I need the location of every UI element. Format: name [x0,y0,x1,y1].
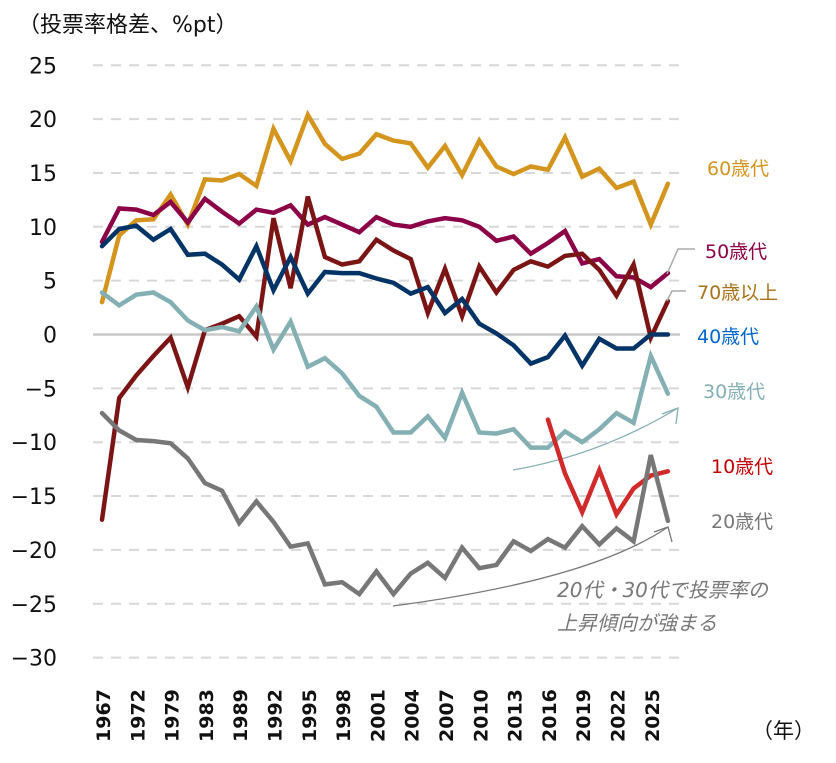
y-tick-label: −5 [25,377,57,402]
x-axis-title: （年） [752,719,815,743]
series-lines [99,109,671,598]
leader-line-70plus [666,290,686,302]
annotation-line2: 上昇傾向が強まる [557,611,717,635]
series-label: 10歳代 [711,456,773,478]
y-axis-ticks: 25 20 15 10 5 0 −5 −10 −15 −20 −25 −30 [11,54,57,671]
x-tick-label: 2013 [505,689,527,742]
series-line [99,290,671,450]
y-tick-label: 0 [43,324,57,349]
x-tick-label: 2016 [539,689,561,742]
x-tick-label: 2022 [608,689,630,742]
annotation-line1: 20代・30代で投票率の [557,578,769,602]
x-tick-label: 1998 [333,689,355,742]
y-tick-label: −10 [11,431,57,456]
series-label: 70歳以上 [697,282,778,304]
series-line [99,195,671,290]
y-tick-label: 5 [43,270,57,295]
y-tick-label: −25 [11,593,57,618]
x-tick-label: 2019 [573,689,595,742]
y-tick-label: 20 [29,108,57,133]
trend-arrow-20s [392,526,669,607]
series-line [99,109,671,305]
series-label: 20歳代 [711,511,773,533]
trend-arrow-20s-head [653,526,673,543]
y-tick-label: −30 [11,647,57,672]
y-tick-label: −20 [11,539,57,564]
x-tick-label: 2010 [470,689,492,742]
x-tick-label: 1967 [93,689,115,742]
x-tick-label: 1983 [196,689,218,742]
y-tick-label: 15 [29,162,57,187]
x-tick-label: 2025 [642,689,664,742]
y-tick-label: −15 [11,485,57,510]
series-label: 50歳代 [705,241,767,263]
series-line [99,410,671,598]
y-axis-title: （投票率格差、%pt） [18,13,238,38]
series-labels: 60歳代 50歳代 70歳以上 40歳代 30歳代 10歳代 20歳代 [697,158,778,533]
x-tick-label: 1992 [265,689,287,742]
x-axis-ticks: 1967 1972 1979 1983 1989 1992 1995 1998 2001 2004… [93,689,664,742]
leader-line-50s [666,248,695,275]
leader-lines [666,248,695,302]
x-tick-label: 2004 [402,689,424,742]
x-tick-label: 1972 [127,689,149,742]
series-label: 40歳代 [697,326,759,348]
series-line [99,195,671,522]
x-tick-label: 2007 [436,689,458,742]
x-tick-label: 1995 [299,689,321,742]
y-tick-label: 25 [29,54,57,79]
x-tick-label: 1989 [230,689,252,742]
series-line [99,223,671,371]
series-label: 60歳代 [707,158,769,180]
trend-arrow-30s [512,407,679,471]
trend-arrows [392,407,679,607]
x-tick-label: 1979 [162,689,184,742]
trend-arrow-30s-head [661,407,679,425]
series-label: 30歳代 [703,381,765,403]
x-tick-label: 2001 [367,689,389,742]
y-tick-label: 10 [29,216,57,241]
